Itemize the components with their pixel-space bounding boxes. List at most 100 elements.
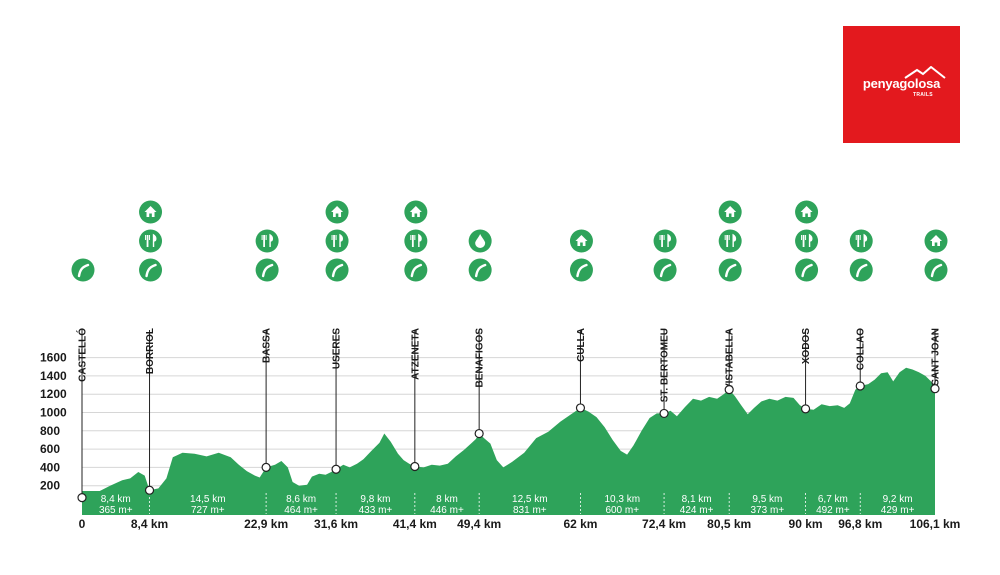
flag-icon-bg: [255, 258, 279, 282]
knife-icon-mark: [339, 233, 343, 247]
cutlery-icon-bg: [718, 229, 742, 253]
cutlery-icon: [795, 229, 819, 253]
segment-elevation-gain: 600 m+: [605, 505, 639, 516]
flag-icon-mark: [331, 263, 344, 278]
checkpoint-marker: [659, 408, 669, 419]
segment-distance: 9,5 km: [752, 494, 782, 505]
house-icon-mark: [144, 206, 157, 217]
house-icon-mark: [724, 206, 737, 217]
y-tick-label: 1600: [40, 351, 67, 365]
checkpoint-km-label: 49,4 km: [457, 517, 501, 531]
checkpoint-marker: [724, 385, 734, 395]
y-tick-label: 400: [40, 460, 60, 474]
cutlery-icon: [325, 229, 349, 253]
segment-elevation-gain: 492 m+: [816, 505, 850, 516]
flag-icon-bg: [653, 258, 677, 282]
flag-icon-mark: [474, 263, 487, 278]
y-tick-label: 1400: [40, 369, 67, 383]
flag-icon-mark: [856, 263, 868, 278]
checkpoint-km-label: 31,6 km: [314, 517, 358, 531]
checkpoint-km-label: 22,9 km: [244, 517, 288, 531]
brand-sub: TRAILS: [913, 92, 933, 98]
flag-icon-mark: [145, 263, 157, 278]
checkpoint-marker: [575, 403, 586, 413]
segment-elevation-gain: 446 m+: [430, 505, 464, 516]
flag-icon-bg: [325, 258, 349, 282]
cutlery-icon: [718, 229, 742, 253]
knife-icon-mark: [418, 233, 422, 247]
checkpoint-km-label: 106,1 km: [910, 517, 961, 531]
flag-icon-bg: [468, 258, 492, 282]
house-icon-door: [934, 242, 938, 246]
house-icon: [924, 229, 948, 253]
house-icon-door: [728, 213, 732, 217]
checkpoint-name: BASSA: [262, 328, 273, 363]
checkpoint-name: SANT JOAN: [931, 328, 942, 386]
segment-elevation-gain: 727 m+: [191, 505, 225, 516]
house-icon: [569, 229, 593, 253]
checkpoint-marker: [144, 485, 155, 495]
segment-distance: 14,5 km: [190, 494, 226, 505]
cutlery-icon-bg: [795, 229, 819, 253]
flag-icon-bg: [404, 258, 428, 282]
flag-icon: [718, 258, 742, 282]
checkpoint-name: BENAFIGOS: [475, 328, 486, 388]
y-tick-label: 800: [40, 424, 60, 438]
flag-icon-mark: [801, 263, 813, 278]
flag-icon: [795, 258, 819, 282]
flag-icon: [468, 258, 492, 282]
house-icon: [404, 200, 428, 224]
flag-icon-bg: [924, 258, 948, 282]
checkpoint-km-label: 72,4 km: [642, 517, 686, 531]
flag-icon-bg: [718, 258, 742, 282]
checkpoint-name: COLLAO: [856, 328, 867, 370]
segment-band: [82, 491, 935, 515]
cutlery-icon: [255, 229, 279, 253]
house-icon-mark: [930, 235, 942, 246]
checkpoint-km-label: 96,8 km: [838, 517, 882, 531]
checkpoint-marker: [855, 381, 865, 391]
checkpoint-marker: [800, 404, 811, 414]
checkpoint-name: ST. BERTOMEU: [660, 328, 671, 402]
water-icon-mark: [475, 234, 486, 249]
elevation-area: [82, 367, 935, 504]
segment-distance: 8 km: [436, 494, 458, 505]
flag-icon: [569, 258, 593, 282]
flag-icon-mark: [77, 263, 90, 278]
flag-icon-mark: [410, 263, 423, 278]
house-icon-door: [149, 213, 152, 217]
checkpoint-km-label: 62 km: [563, 517, 597, 531]
segment-distance: 10,3 km: [604, 494, 640, 505]
segment-elevation-gain: 464 m+: [284, 505, 318, 516]
cutlery-icon-bg: [255, 229, 279, 253]
y-tick-label: 600: [40, 442, 60, 456]
house-icon-door: [805, 213, 808, 217]
flag-icon: [139, 258, 163, 282]
flag-icon-bg: [849, 258, 873, 282]
flag-icon: [924, 258, 948, 282]
segment-distance: 6,7 km: [818, 494, 848, 505]
segment-distance: 8,6 km: [286, 494, 316, 505]
brand-name: penyagolosa: [862, 76, 941, 91]
y-tick-label: 1200: [40, 387, 67, 401]
segment-elevation-gain: 424 m+: [680, 505, 714, 516]
checkpoint-km-label: 0: [79, 517, 86, 531]
house-icon: [718, 200, 742, 224]
house-icon-door: [335, 213, 339, 217]
cutlery-icon-bg: [653, 229, 677, 253]
cutlery-icon: [139, 229, 163, 253]
checkpoint-name: BORRIOL: [145, 328, 156, 374]
flag-icon: [255, 258, 279, 282]
checkpoint-marker: [474, 428, 484, 439]
cutlery-icon: [653, 229, 677, 253]
flag-icon-bg: [71, 258, 95, 282]
cutlery-icon-bg: [139, 229, 163, 253]
flag-icon-bg: [569, 258, 593, 282]
cutlery-icon: [404, 229, 428, 253]
knife-icon-mark: [808, 233, 813, 247]
cutlery-icon-bg: [325, 229, 349, 253]
segment-elevation-gain: 373 m+: [751, 505, 785, 516]
checkpoint-name: VISTABELLA: [725, 328, 736, 390]
cutlery-icon-bg: [404, 229, 428, 253]
